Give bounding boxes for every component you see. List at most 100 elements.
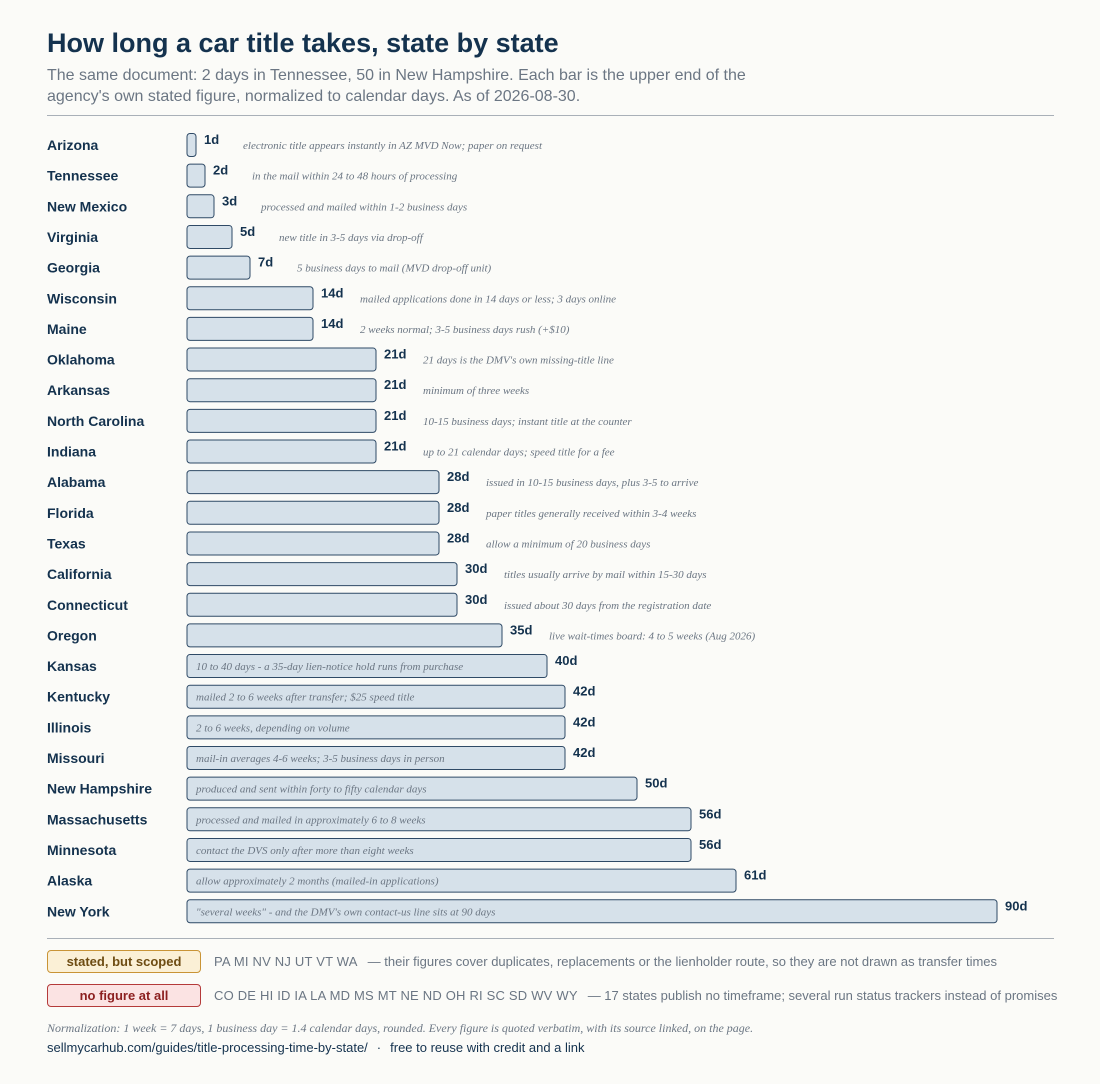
source-link[interactable]: sellmycarhub.com/guides/title-processing…: [47, 1040, 368, 1055]
note-new-hampshire: produced and sent within forty to fifty …: [195, 784, 427, 796]
scoped-explanation: — their figures cover duplicates, replac…: [367, 953, 998, 969]
legend-divider: [47, 938, 1054, 939]
note-illinois: 2 to 6 weeks, depending on volume: [196, 722, 350, 734]
note-north-carolina: 10-15 business days; instant title at th…: [423, 416, 632, 428]
state-label-oklahoma: Oklahoma: [47, 352, 115, 368]
value-label-kansas: 40d: [555, 653, 577, 668]
bar-oregon: [186, 623, 503, 648]
state-label-georgia: Georgia: [47, 260, 100, 276]
bar-new-mexico: [186, 194, 215, 219]
state-label-massachusetts: Massachusetts: [47, 811, 148, 827]
bar-virginia: [186, 224, 233, 249]
value-label-wisconsin: 14d: [321, 285, 343, 300]
state-label-oregon: Oregon: [47, 627, 97, 643]
bar-oklahoma: [186, 347, 377, 372]
state-label-minnesota: Minnesota: [47, 842, 116, 858]
legend-scoped: stated, but scoped PA MI NV NJ UT VT WA …: [47, 949, 997, 973]
scoped-badge: stated, but scoped: [47, 949, 201, 973]
note-arkansas: minimum of three weeks: [423, 385, 529, 397]
chart-subtitle: The same document: 2 days in Tennessee, …: [47, 67, 746, 105]
state-label-kentucky: Kentucky: [47, 689, 110, 705]
no-figure-states: CO DE HI ID IA LA MD MS MT NE ND OH RI S…: [214, 987, 578, 1003]
state-label-tennessee: Tennessee: [47, 168, 119, 184]
note-connecticut: issued about 30 days from the registrati…: [504, 600, 711, 612]
value-label-illinois: 42d: [573, 714, 595, 729]
chart-title: How long a car title takes, state by sta…: [47, 28, 559, 58]
top-divider: [47, 115, 1054, 116]
value-label-alabama: 28d: [447, 469, 469, 484]
value-label-north-carolina: 21d: [384, 408, 406, 423]
note-tennessee: in the mail within 24 to 48 hours of pro…: [252, 171, 458, 183]
bar-california: [186, 562, 458, 587]
value-label-new-mexico: 3d: [222, 193, 237, 208]
state-label-kansas: Kansas: [47, 658, 97, 674]
bar-georgia: [186, 255, 251, 280]
value-label-tennessee: 2d: [213, 163, 228, 178]
bar-connecticut: [186, 592, 458, 617]
note-alabama: issued in 10-15 business days, plus 3-5 …: [486, 477, 698, 489]
value-label-massachusetts: 56d: [699, 806, 721, 821]
normalization-note: Normalization: 1 week = 7 days, 1 busine…: [47, 1021, 754, 1035]
note-new-mexico: processed and mailed within 1-2 business…: [260, 201, 467, 213]
bar-chart: Arizona 1d electronic title appears instan…: [47, 132, 1027, 924]
state-label-alaska: Alaska: [47, 873, 92, 889]
value-label-new-york: 90d: [1005, 898, 1027, 913]
state-label-missouri: Missouri: [47, 750, 105, 766]
value-label-oklahoma: 21d: [384, 347, 406, 362]
note-california: titles usually arrive by mail within 15-…: [504, 569, 707, 581]
note-missouri: mail-in averages 4-6 weeks; 3-5 business…: [196, 753, 445, 765]
state-label-florida: Florida: [47, 505, 94, 521]
bar-arizona: [186, 133, 197, 157]
state-label-wisconsin: Wisconsin: [47, 290, 117, 306]
bar-florida: [186, 500, 440, 525]
bar-tennessee: [186, 163, 206, 188]
bar-new-hampshire: [186, 776, 638, 801]
value-label-connecticut: 30d: [465, 592, 487, 607]
value-label-alaska: 61d: [744, 868, 766, 883]
value-label-indiana: 21d: [384, 439, 406, 454]
state-label-illinois: Illinois: [47, 719, 92, 735]
note-georgia: 5 business days to mail (MVD drop-off un…: [297, 263, 492, 275]
bar-alaska: [186, 868, 737, 893]
value-label-maine: 14d: [321, 316, 343, 331]
bar-massachusetts: [186, 807, 692, 832]
bar-kentucky: [186, 684, 566, 709]
state-label-arizona: Arizona: [47, 137, 99, 153]
value-label-minnesota: 56d: [699, 837, 721, 852]
note-massachusetts: processed and mailed in approximately 6 …: [195, 814, 426, 826]
value-label-new-hampshire: 50d: [645, 776, 667, 791]
no-figure-badge: no figure at all: [47, 983, 201, 1007]
bar-arkansas: [186, 378, 377, 403]
state-label-indiana: Indiana: [47, 444, 96, 460]
value-label-kentucky: 42d: [573, 684, 595, 699]
bar-new-york: [186, 899, 998, 924]
note-minnesota: contact the DVS only after more than eig…: [196, 845, 414, 857]
bar-alabama: [186, 470, 440, 495]
no-figure-explanation: — 17 states publish no timeframe; severa…: [587, 987, 1058, 1003]
state-label-virginia: Virginia: [47, 229, 98, 245]
scoped-states: PA MI NV NJ UT VT WA: [214, 953, 358, 969]
bar-texas: [186, 531, 440, 556]
value-label-florida: 28d: [447, 500, 469, 515]
value-label-missouri: 42d: [573, 745, 595, 760]
value-label-oregon: 35d: [510, 622, 532, 637]
state-label-new-mexico: New Mexico: [47, 198, 127, 214]
bar-illinois: [186, 715, 566, 740]
bar-maine: [186, 316, 314, 341]
value-label-arkansas: 21d: [384, 377, 406, 392]
note-arizona: electronic title appears instantly in AZ…: [243, 140, 543, 152]
bar-missouri: [186, 746, 566, 770]
value-label-california: 30d: [465, 561, 487, 576]
note-wisconsin: mailed applications done in 14 days or l…: [360, 293, 616, 305]
reuse-credit: free to reuse with credit and a link: [390, 1040, 585, 1055]
state-label-maine: Maine: [47, 321, 87, 337]
note-kentucky: mailed 2 to 6 weeks after transfer; $25 …: [196, 692, 415, 704]
note-new-york: "several weeks" - and the DMV's own cont…: [196, 906, 495, 918]
bar-minnesota: [186, 837, 692, 862]
legend-none: no figure at all CO DE HI ID IA LA MD MS…: [47, 983, 1057, 1007]
note-kansas: 10 to 40 days - a 35-day lien-notice hol…: [196, 661, 463, 673]
note-texas: allow a minimum of 20 business days: [486, 538, 650, 550]
note-alaska: allow approximately 2 months (mailed-in …: [196, 876, 439, 888]
note-oregon: live wait-times board: 4 to 5 weeks (Aug…: [549, 630, 755, 642]
state-label-texas: Texas: [47, 535, 86, 551]
